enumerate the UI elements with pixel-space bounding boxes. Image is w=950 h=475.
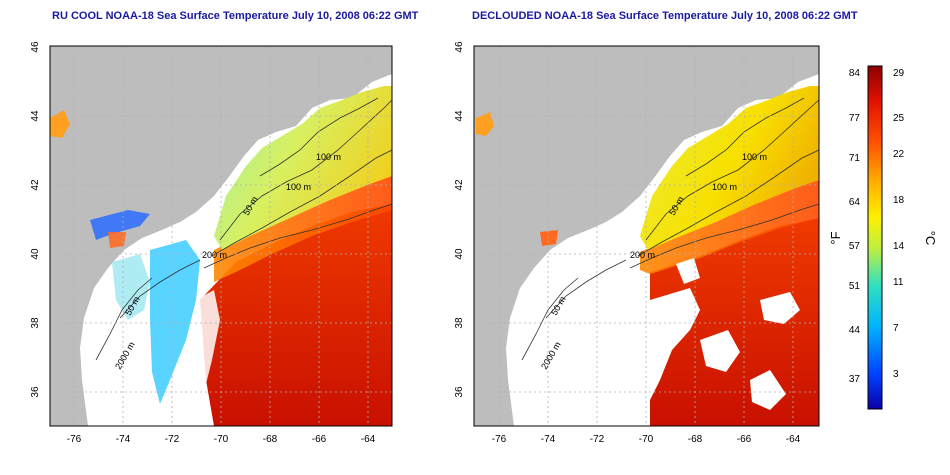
celsius-tick: 11 <box>893 277 904 288</box>
lat-tick-label: 44 <box>454 110 465 122</box>
fahrenheit-unit-label: °F <box>828 231 843 244</box>
lon-tick-label: -66 <box>312 434 327 445</box>
lon-tick-label: -66 <box>737 434 752 445</box>
celsius-tick: 22 <box>893 149 905 160</box>
shelf-water-region <box>640 86 819 250</box>
cloud-artifact-patch <box>108 232 126 248</box>
lat-tick-label: 46 <box>30 41 41 53</box>
warm-patch-coast <box>540 230 558 246</box>
no-data-gap <box>650 288 700 400</box>
lon-tick-label: -70 <box>214 434 229 445</box>
fahrenheit-tick: 77 <box>849 113 861 124</box>
celsius-unit-label: °C <box>923 231 938 246</box>
map-border <box>473 45 820 427</box>
lon-tick-label: -64 <box>361 434 376 445</box>
lon-tick-label: -72 <box>590 434 605 445</box>
celsius-tick: 14 <box>893 241 905 252</box>
lon-tick-label: -68 <box>688 434 703 445</box>
land-area <box>50 46 392 426</box>
map-border <box>49 45 393 427</box>
contour-label: 200 m <box>630 250 655 260</box>
celsius-scale: 29 25 22 18 14 11 7 3 <box>893 68 905 380</box>
lon-tick-label: -72 <box>165 434 180 445</box>
lat-tick-label: 44 <box>30 110 41 122</box>
fahrenheit-scale: 84 77 71 64 57 51 44 37 <box>849 68 861 385</box>
fahrenheit-tick: 64 <box>849 197 861 208</box>
fahrenheit-tick: 84 <box>849 68 861 79</box>
no-data-gap <box>700 330 740 372</box>
lon-axis: -76 -74 -72 -70 -68 -66 -64 <box>492 434 801 445</box>
lat-tick-label: 38 <box>30 317 41 329</box>
lat-tick-label: 46 <box>454 41 465 53</box>
colorbar-gradient <box>867 65 883 410</box>
right-map-title: DECLOUDED NOAA-18 Sea Surface Temperatur… <box>472 10 858 22</box>
lat-tick-label: 38 <box>454 317 465 329</box>
fahrenheit-tick: 51 <box>849 281 861 292</box>
lat-axis: 46 44 42 40 38 36 <box>454 41 465 398</box>
lon-tick-label: -70 <box>639 434 654 445</box>
fahrenheit-tick: 57 <box>849 241 861 252</box>
contour-label: 100 m <box>712 182 737 192</box>
lon-tick-label: -68 <box>263 434 278 445</box>
celsius-tick: 7 <box>893 323 899 334</box>
slope-water-region <box>214 176 392 282</box>
no-data-gap <box>750 370 786 410</box>
cloud-artifact-patch <box>150 240 200 404</box>
left-map-title: RU COOL NOAA-18 Sea Surface Temperature … <box>52 10 419 22</box>
left-sst-map: 100 m 100 m 50 m 200 m 50 m 2000 m -76 -… <box>30 41 393 445</box>
lon-tick-label: -74 <box>541 434 556 445</box>
lat-tick-label: 36 <box>454 386 465 398</box>
lat-tick-label: 36 <box>30 386 41 398</box>
no-data-gap <box>760 292 800 324</box>
temperature-colorbar: 84 77 71 64 57 51 44 37 29 25 22 18 14 1… <box>828 65 938 410</box>
celsius-tick: 18 <box>893 195 905 206</box>
lat-tick-label: 40 <box>30 248 41 260</box>
celsius-tick: 3 <box>893 369 899 380</box>
bathymetry-contours <box>95 97 393 361</box>
contour-label: 100 m <box>286 182 311 192</box>
lon-tick-label: -64 <box>786 434 801 445</box>
bathymetry-contours <box>521 97 820 361</box>
cloud-artifact-patch <box>90 210 150 240</box>
fahrenheit-tick: 71 <box>849 153 861 164</box>
lat-tick-label: 42 <box>30 179 41 191</box>
slope-water-region <box>640 180 819 274</box>
lon-tick-label: -76 <box>67 434 82 445</box>
warm-patch-north <box>50 110 70 138</box>
lat-lon-grid <box>50 46 392 426</box>
warm-patch-north <box>476 112 494 136</box>
lon-axis: -76 -74 -72 -70 -68 -66 -64 <box>67 434 376 445</box>
right-sst-map: 100 m 100 m 50 m 200 m 50 m 2000 m -76 -… <box>454 41 820 445</box>
contour-label: 100 m <box>316 152 341 162</box>
lon-tick-label: -76 <box>492 434 507 445</box>
lat-lon-grid <box>474 46 819 426</box>
lon-tick-label: -74 <box>116 434 131 445</box>
fahrenheit-tick: 44 <box>849 325 861 336</box>
cloud-gap <box>196 290 220 392</box>
lat-tick-label: 42 <box>454 179 465 191</box>
shelf-water-region <box>214 86 392 250</box>
contour-label: 200 m <box>202 250 227 260</box>
celsius-tick: 29 <box>893 68 905 79</box>
lat-tick-label: 40 <box>454 248 465 260</box>
cloud-artifact-patch <box>112 254 150 320</box>
fahrenheit-tick: 37 <box>849 374 861 385</box>
celsius-tick: 25 <box>893 113 905 124</box>
lat-axis: 46 44 42 40 38 36 <box>30 41 41 398</box>
contour-label: 100 m <box>742 152 767 162</box>
no-data-gap <box>676 258 700 284</box>
land-area <box>474 46 819 426</box>
